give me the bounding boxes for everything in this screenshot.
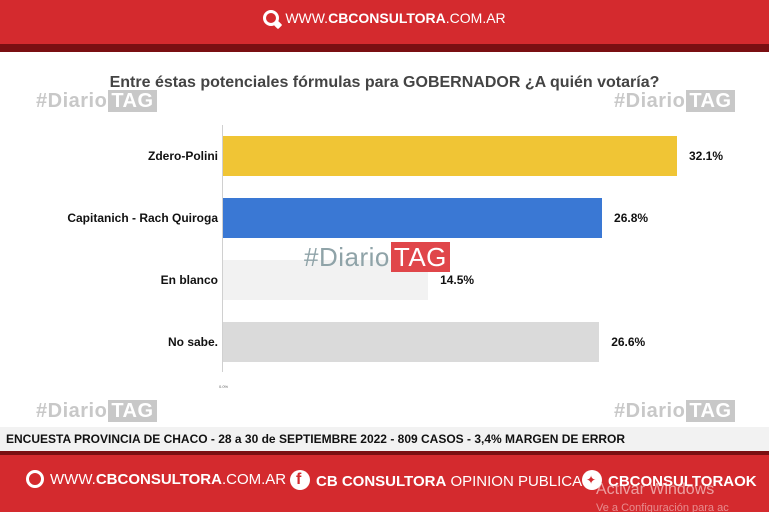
watermark-tag: TAG: [390, 242, 450, 272]
watermark-prefix: #Diario: [304, 242, 390, 272]
watermark-tag: TAG: [686, 90, 735, 112]
watermark-prefix: #Diario: [36, 400, 108, 422]
survey-note: ENCUESTA PROVINCIA DE CHACO - 28 a 30 de…: [6, 432, 626, 446]
watermark-tag: TAG: [108, 90, 157, 112]
footer-facebook-link[interactable]: f CB CONSULTORA OPINION PUBLICA: [290, 470, 582, 490]
watermark-tag: TAG: [686, 400, 735, 422]
activate-windows-line2[interactable]: Ve a Configuración para ac: [596, 502, 729, 514]
value-label: 26.8%: [614, 211, 649, 225]
x-tick-label: 0.0%: [219, 384, 229, 389]
header-stripe: [0, 44, 769, 52]
footer-stripe: [0, 451, 769, 457]
brand-www: WWW.: [285, 10, 329, 26]
watermark-bottom-left: #Diario TAG: [36, 400, 157, 423]
watermark-tag: TAG: [108, 400, 157, 422]
footer-bar: [0, 455, 769, 512]
fb-name: CB CONSULTORA: [316, 473, 447, 490]
value-label: 32.1%: [688, 149, 724, 163]
footer-note-bg: [0, 427, 769, 451]
watermark-bottom-right: #Diario TAG: [614, 400, 735, 423]
footer-website-link[interactable]: WWW.CBCONSULTORA.COM.AR: [26, 470, 286, 488]
watermark-prefix: #Diario: [614, 90, 686, 112]
y-axis-line: [222, 125, 223, 372]
watermark-top-right: #Diario TAG: [614, 90, 735, 113]
footer-twitter-link[interactable]: ✦ CBCONSULTORAOK: [582, 470, 757, 490]
web-www: WWW.: [50, 471, 96, 488]
watermark-center: #Diario TAG: [304, 242, 450, 273]
fb-suffix: OPINION PUBLICA: [446, 473, 583, 490]
bar: [223, 322, 600, 362]
tw-handle: CBCONSULTORAOK: [608, 473, 757, 490]
web-domain: .COM.AR: [221, 471, 287, 488]
category-label: No sabe.: [167, 335, 218, 349]
bar: [223, 136, 677, 176]
header-bar: [0, 0, 769, 44]
value-label: 26.6%: [611, 335, 646, 349]
watermark-prefix: #Diario: [614, 400, 686, 422]
watermark-top-left: #Diario TAG: [36, 90, 157, 113]
bar: [223, 198, 603, 238]
value-label: 14.5%: [440, 273, 475, 287]
cb-logo-icon: [26, 470, 44, 488]
category-label: Zdero-Polini: [148, 149, 218, 163]
chart-title: Entre éstas potenciales fórmulas para GO…: [109, 74, 660, 91]
cb-logo-icon: [263, 10, 280, 26]
header-brand[interactable]: WWW.CBCONSULTORA.COM.AR: [0, 10, 769, 26]
web-name: CBCONSULTORA: [95, 471, 222, 488]
category-label: Capitanich - Rach Quiroga: [67, 211, 218, 225]
watermark-prefix: #Diario: [36, 90, 108, 112]
twitter-icon: ✦: [582, 470, 602, 490]
activate-windows-line1[interactable]: Activar Windows: [596, 481, 715, 498]
brand-domain: .COM.AR: [445, 10, 506, 26]
facebook-icon: f: [290, 470, 310, 490]
brand-name: CBCONSULTORA: [328, 10, 446, 26]
category-label: En blanco: [160, 273, 218, 287]
